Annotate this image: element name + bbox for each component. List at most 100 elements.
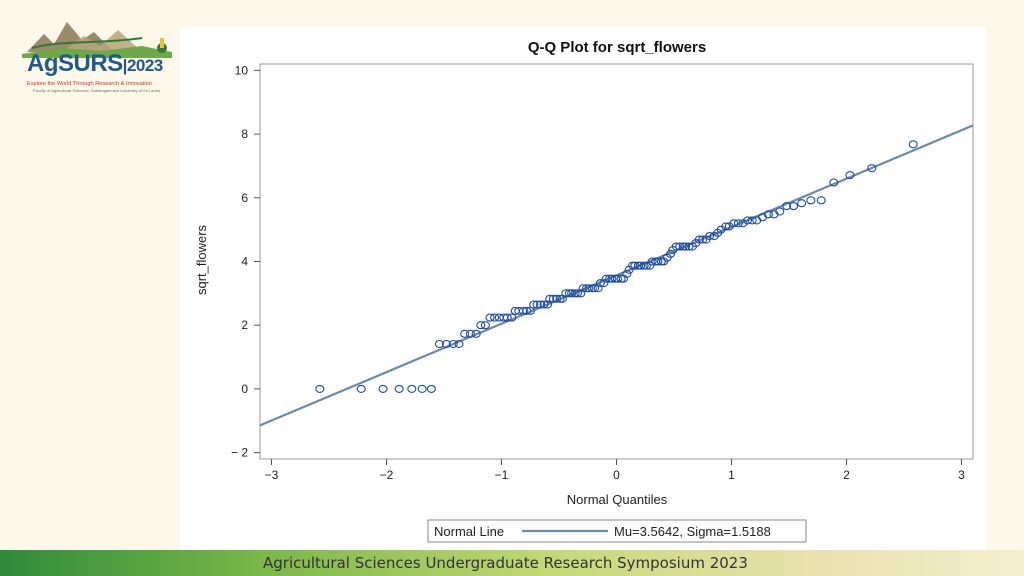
data-point — [622, 269, 632, 278]
data-point — [671, 242, 681, 251]
data-point — [630, 261, 640, 270]
x-tick-label: 0 — [613, 468, 620, 482]
data-point — [542, 300, 553, 309]
footer-text: Agricultural Sciences Undergraduate Rese… — [263, 554, 748, 572]
legend: Normal Line Mu=3.5642, Sigma=1.5188 — [427, 519, 807, 543]
y-tick-label: 4 — [241, 255, 248, 269]
data-point — [576, 289, 586, 298]
data-point — [476, 321, 486, 330]
data-point — [471, 329, 481, 338]
qq-plot-chart: Q-Q Plot for sqrt_flowers −3 −2 −1 0 1 2 3 − 2… — [194, 39, 974, 543]
data-point — [733, 219, 743, 228]
data-point — [465, 329, 476, 338]
data-point — [789, 202, 799, 211]
data-point — [867, 164, 877, 173]
data-point — [593, 284, 603, 293]
data-point — [694, 235, 704, 244]
data-point — [539, 300, 549, 309]
data-point — [502, 313, 512, 322]
data-point — [641, 261, 651, 270]
data-point — [613, 274, 623, 283]
data-point — [590, 284, 600, 293]
data-point — [525, 306, 535, 315]
y-tick-label: 10 — [235, 63, 249, 77]
data-point — [518, 306, 528, 315]
x-tick-label: 1 — [728, 468, 735, 482]
chart-title: Q-Q Plot for sqrt_flowers — [528, 39, 706, 56]
data-point — [507, 313, 517, 322]
y-axis-label: sqrt_flowers — [194, 224, 209, 295]
footer-bar: Agricultural Sciences Undergraduate Rese… — [0, 550, 1024, 576]
data-point — [548, 294, 558, 303]
legend-label: Normal Line — [434, 524, 504, 539]
data-point — [490, 313, 500, 322]
data-point — [356, 384, 366, 393]
data-point — [552, 294, 562, 303]
data-point — [536, 300, 546, 309]
data-point — [567, 289, 577, 298]
x-tick-label: −2 — [380, 468, 394, 482]
data-point — [645, 261, 655, 270]
data-point — [454, 339, 464, 349]
x-axis-label: Normal Quantiles — [567, 492, 668, 507]
agsurs-logo — [22, 18, 172, 98]
x-tick-label: 3 — [958, 468, 965, 482]
data-point — [485, 313, 495, 322]
plot-panel: Q-Q Plot for sqrt_flowers −3 −2 −1 0 1 2 3 − 2… — [180, 28, 986, 550]
data-point — [378, 384, 388, 393]
data-point — [522, 306, 532, 315]
x-tick-label: 2 — [843, 468, 850, 482]
logo-tagline: Explore the World Through Research & Inn… — [27, 81, 152, 87]
plot-area-frame — [259, 63, 974, 460]
data-point — [532, 300, 542, 309]
data-point — [675, 242, 685, 251]
data-point — [797, 199, 807, 208]
data-point — [636, 261, 646, 270]
data-point — [782, 202, 792, 211]
data-point — [545, 294, 555, 303]
legend-text: Mu=3.5642, Sigma=1.5188 — [614, 524, 771, 539]
data-point — [829, 178, 839, 187]
data-point — [595, 279, 605, 288]
x-tick-label: −3 — [265, 468, 279, 482]
y-tick-label: 0 — [241, 382, 248, 396]
data-point — [680, 242, 691, 251]
data-point — [601, 274, 611, 283]
y-tick-label: − 2 — [231, 446, 248, 460]
data-point — [426, 384, 436, 393]
y-tick-label: 8 — [241, 127, 248, 141]
data-point — [460, 329, 470, 338]
data-point — [441, 339, 451, 349]
data-point — [845, 171, 855, 180]
data-point — [578, 284, 588, 293]
data-point — [653, 257, 663, 266]
data-point — [448, 339, 458, 349]
data-point — [816, 196, 826, 205]
data-point — [480, 321, 490, 330]
data-point — [806, 196, 816, 205]
data-point — [763, 210, 773, 219]
data-point — [561, 289, 571, 298]
logo-name: AgSURS|2023 — [27, 50, 163, 77]
y-tick-label: 2 — [241, 318, 248, 332]
data-point — [729, 219, 739, 228]
data-point — [417, 384, 427, 393]
data-point — [747, 216, 757, 225]
data-point — [315, 384, 325, 393]
data-point — [684, 242, 694, 251]
data-point — [705, 231, 715, 241]
mountain-logo-icon — [22, 22, 172, 58]
data-point — [698, 235, 708, 244]
data-point — [908, 140, 918, 149]
y-tick-label: 6 — [241, 191, 248, 205]
data-point — [721, 222, 731, 231]
data-point — [647, 257, 657, 266]
data-point — [407, 384, 417, 393]
data-point — [572, 289, 582, 298]
data-point — [434, 339, 444, 349]
data-point — [738, 219, 748, 228]
data-point — [665, 249, 676, 258]
data-point — [584, 284, 594, 293]
logo-subtitle: Faculty of Agricultural Sciences, Sabara… — [33, 88, 160, 93]
data-point — [607, 274, 617, 283]
